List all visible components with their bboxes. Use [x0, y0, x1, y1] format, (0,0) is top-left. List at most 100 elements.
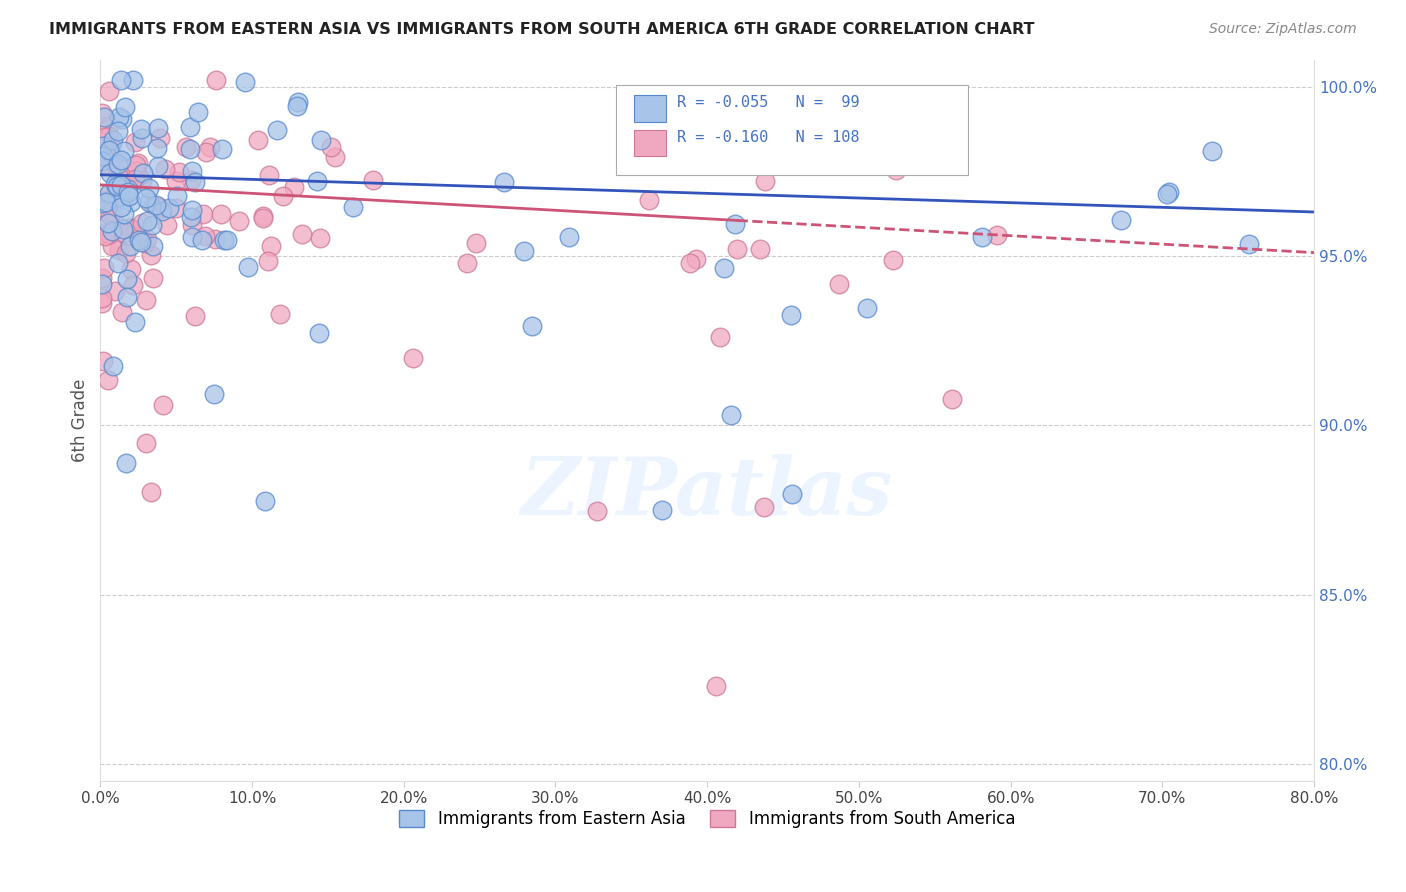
Point	[228, 213, 250, 227]
Point	[120, 221, 142, 235]
Point	[308, 326, 330, 341]
Point	[166, 189, 188, 203]
Text: Source: ZipAtlas.com: Source: ZipAtlas.com	[1209, 22, 1357, 37]
Point	[134, 235, 156, 250]
Point	[266, 123, 288, 137]
Point	[101, 239, 124, 253]
Point	[141, 248, 163, 262]
Point	[103, 214, 125, 228]
Point	[136, 213, 159, 227]
Point	[97, 373, 120, 387]
Point	[117, 182, 139, 196]
Point	[135, 293, 157, 307]
Point	[780, 487, 803, 501]
Point	[520, 319, 543, 334]
Point	[93, 110, 115, 124]
Point	[247, 133, 270, 147]
Point	[101, 224, 124, 238]
Point	[174, 140, 197, 154]
Point	[212, 233, 235, 247]
Point	[131, 130, 153, 145]
Point	[129, 122, 152, 136]
Point	[195, 145, 218, 160]
Point	[155, 218, 177, 232]
Point	[121, 73, 143, 87]
Point	[124, 135, 146, 149]
Point	[724, 217, 747, 231]
Point	[112, 222, 135, 236]
Point	[110, 178, 132, 193]
Point	[283, 180, 305, 194]
Point	[211, 142, 233, 156]
Point	[115, 290, 138, 304]
Point	[855, 301, 877, 316]
FancyBboxPatch shape	[634, 95, 666, 121]
Point	[114, 226, 136, 240]
Point	[194, 229, 217, 244]
Point	[107, 124, 129, 138]
Y-axis label: 6th Grade: 6th Grade	[72, 378, 89, 462]
Point	[105, 179, 128, 194]
Point	[97, 186, 120, 201]
Point	[709, 329, 731, 343]
Point	[91, 139, 114, 153]
Point	[287, 95, 309, 110]
Point	[97, 215, 120, 229]
Point	[191, 233, 214, 247]
Point	[309, 231, 332, 245]
Point	[180, 173, 202, 187]
Point	[135, 435, 157, 450]
Point	[558, 230, 581, 244]
Point	[492, 175, 515, 189]
Point	[121, 278, 143, 293]
Point	[98, 143, 121, 157]
Point	[90, 153, 112, 168]
Point	[1157, 185, 1180, 199]
Point	[1201, 144, 1223, 158]
Text: R = -0.055   N =  99: R = -0.055 N = 99	[676, 95, 859, 111]
Point	[110, 200, 132, 214]
Point	[651, 503, 673, 517]
Point	[90, 296, 112, 310]
Point	[117, 188, 139, 202]
Point	[754, 500, 776, 514]
Point	[107, 243, 129, 257]
Point	[941, 392, 963, 407]
Point	[103, 284, 125, 298]
Point	[118, 239, 141, 253]
Point	[114, 99, 136, 113]
Point	[146, 121, 169, 136]
Point	[779, 308, 801, 322]
Point	[108, 175, 131, 189]
Point	[198, 140, 221, 154]
Point	[215, 233, 238, 247]
Point	[146, 159, 169, 173]
Point	[209, 207, 232, 221]
Point	[94, 129, 117, 144]
Point	[97, 193, 120, 207]
Point	[115, 272, 138, 286]
Point	[124, 172, 146, 186]
Point	[637, 194, 659, 208]
Point	[98, 208, 121, 222]
FancyBboxPatch shape	[616, 85, 969, 175]
Point	[1237, 236, 1260, 251]
Point	[180, 202, 202, 217]
Point	[91, 159, 114, 173]
Point	[127, 155, 149, 169]
Point	[91, 148, 114, 162]
Point	[103, 152, 125, 166]
Point	[90, 194, 112, 208]
Point	[110, 73, 132, 87]
Point	[884, 163, 907, 178]
Point	[124, 315, 146, 329]
Point	[90, 270, 112, 285]
Point	[112, 207, 135, 221]
Point	[342, 200, 364, 214]
Point	[291, 227, 314, 241]
Point	[179, 120, 201, 134]
Point	[112, 192, 135, 206]
Point	[152, 398, 174, 412]
Point	[148, 200, 170, 214]
Point	[402, 351, 425, 365]
